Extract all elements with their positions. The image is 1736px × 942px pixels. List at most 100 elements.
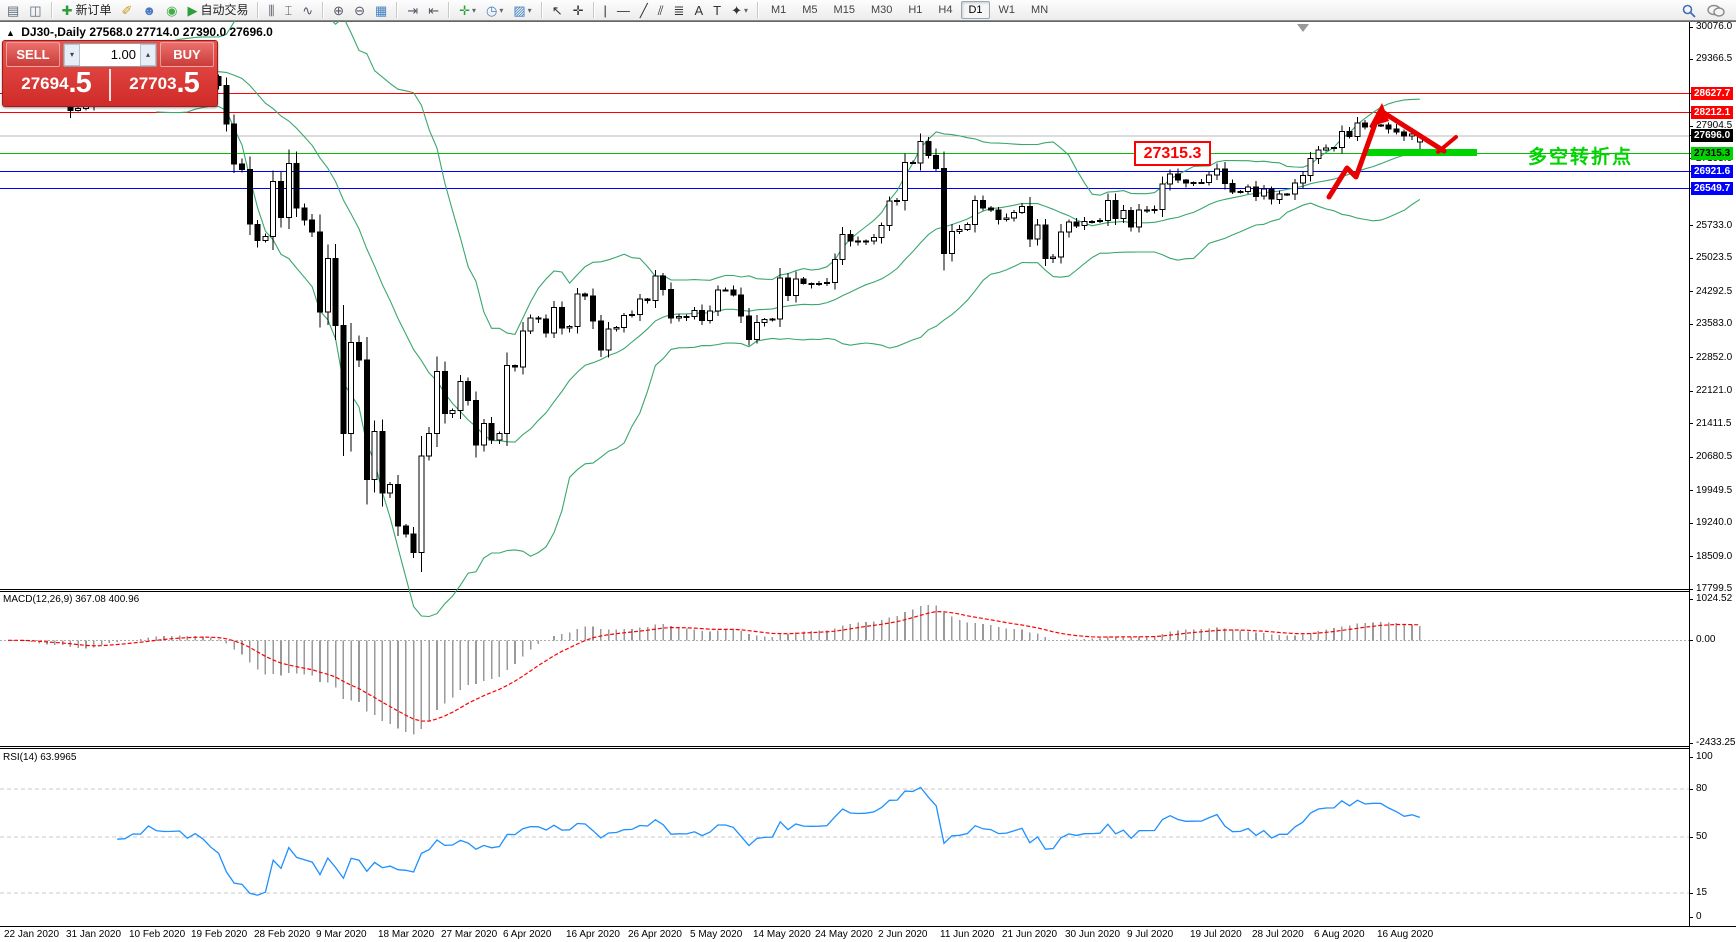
bar-chart-button[interactable]: ⫼ [264, 0, 278, 21]
auto-scroll-button[interactable]: ⇥ [403, 0, 422, 21]
candlestick-chart-button[interactable]: ⌶ [280, 0, 296, 21]
timeframe-button-m30[interactable]: M30 [870, 4, 893, 16]
candle [340, 325, 347, 434]
candle [660, 275, 667, 290]
charts-icon-button[interactable]: ▤ [3, 0, 23, 21]
candle [948, 231, 955, 254]
autotrading-icon: ▶ [187, 2, 198, 18]
candle [995, 209, 1002, 220]
sell-button[interactable]: SELL [6, 42, 60, 67]
candle [1237, 191, 1244, 194]
candle [730, 289, 737, 296]
candle [941, 167, 947, 254]
candle [1362, 122, 1369, 128]
search-button[interactable] [1677, 0, 1701, 21]
candle [902, 162, 908, 202]
candle [808, 283, 815, 285]
trendline-button[interactable]: ╱ [636, 0, 652, 21]
chart-shift-marker[interactable] [1297, 24, 1309, 32]
candle [668, 288, 674, 319]
signals-button[interactable]: ◉ [162, 0, 181, 21]
buy-button[interactable]: BUY [160, 42, 214, 67]
chat-button[interactable] [1703, 0, 1729, 21]
buy-price-main: 27703 [129, 74, 177, 93]
timeframe-button-d1[interactable]: D1 [961, 1, 990, 19]
chart-shift-button[interactable]: ⇤ [424, 0, 443, 21]
candle [270, 180, 277, 237]
candle [652, 275, 659, 302]
line-chart-button[interactable]: ∿ [298, 0, 317, 21]
autotrading-button[interactable]: ▶ 自动交易 [187, 2, 249, 18]
community-button[interactable]: ☻ [138, 0, 160, 21]
candle [917, 141, 924, 164]
price-callout-label[interactable]: 27315.3 [1134, 141, 1211, 166]
indicators-icon: ✛ [459, 2, 470, 18]
candle [613, 326, 620, 330]
profiles-button[interactable]: ◫ [25, 0, 45, 21]
buy-price[interactable]: 27703.5 [111, 67, 217, 103]
candle [558, 306, 565, 329]
fibonacci-button[interactable]: ≣ [670, 0, 689, 21]
candle [473, 400, 479, 446]
horizontal-line-button[interactable]: — [613, 0, 634, 21]
sell-price[interactable]: 27694.5 [3, 67, 109, 103]
candle [1073, 221, 1080, 227]
candle [387, 483, 394, 494]
timeframe-button-h4[interactable]: H4 [938, 4, 953, 16]
volume-input[interactable] [80, 46, 140, 63]
zoom-in-icon: ⊕ [333, 2, 345, 18]
text-button[interactable]: A [690, 0, 707, 21]
text-label-button[interactable]: T [709, 0, 725, 21]
toolbar-separator [756, 2, 759, 18]
timeframe-button-h1[interactable]: H1 [908, 4, 923, 16]
metaeditor-icon: ✐ [121, 2, 133, 18]
charts-icon-icon: ▤ [7, 2, 20, 18]
candle [239, 163, 245, 171]
volume-increase-button[interactable]: ▴ [140, 43, 156, 66]
candle [1338, 131, 1345, 149]
arrows-button[interactable]: ✦ ▾ [727, 0, 752, 21]
tile-windows-button[interactable]: ▦ [371, 0, 391, 21]
chat-icon [1707, 4, 1725, 17]
candle [707, 310, 713, 321]
crosshair-button[interactable]: ✛ [569, 0, 588, 21]
candle [465, 381, 472, 402]
cursor-button[interactable]: ↖ [548, 0, 567, 21]
candle [1136, 209, 1142, 228]
zoom-in-button[interactable]: ⊕ [329, 0, 348, 21]
candle [75, 107, 82, 111]
metaeditor-button[interactable]: ✐ [118, 0, 137, 21]
timeframe-button-mn[interactable]: MN [1031, 4, 1049, 16]
candle [644, 298, 651, 301]
candle [1050, 256, 1057, 260]
new-order-button[interactable]: ✚ 新订单 [61, 2, 112, 18]
periods-button[interactable]: ◷ ▾ [482, 0, 507, 21]
volume-decrease-button[interactable]: ▾ [64, 43, 80, 66]
candle [863, 240, 869, 243]
candle [1221, 168, 1228, 185]
line-chart-icon: ∿ [302, 2, 314, 18]
zoom-out-button[interactable]: ⊖ [350, 0, 369, 21]
timeframe-button-m5[interactable]: M5 [802, 4, 818, 16]
candle [348, 341, 355, 434]
arrows-icon: ✦ [731, 2, 742, 18]
candle [972, 199, 979, 225]
timeframe-button-m15[interactable]: M15 [833, 4, 855, 16]
equidistant-channel-button[interactable]: ⫽ [654, 0, 668, 21]
indicators-button[interactable]: ✛ ▾ [455, 0, 480, 21]
candle [1315, 149, 1322, 160]
candle [309, 219, 316, 233]
vertical-line-button[interactable]: | [600, 0, 611, 21]
candle [816, 283, 823, 286]
collapse-icon[interactable]: ▲ [6, 28, 15, 38]
buy-price-frac: .5 [176, 67, 200, 99]
horizontal-line-icon: — [616, 2, 630, 18]
candle [551, 306, 557, 334]
candle [1065, 221, 1072, 233]
candle [691, 310, 698, 318]
templates-button[interactable]: ▨ ▾ [509, 0, 535, 21]
timeframe-button-m1[interactable]: M1 [770, 4, 787, 16]
timeframe-button-w1[interactable]: W1 [998, 4, 1016, 16]
candle [301, 207, 308, 221]
